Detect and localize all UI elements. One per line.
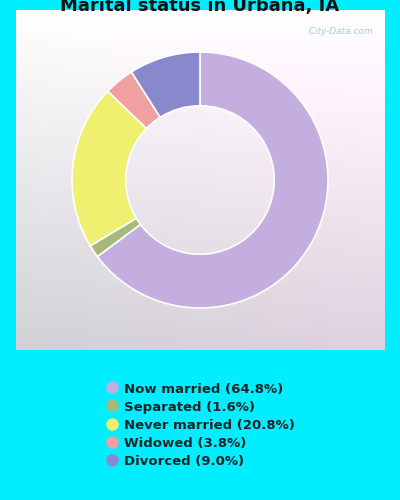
- Wedge shape: [72, 91, 146, 246]
- Wedge shape: [108, 72, 160, 128]
- Text: City-Data.com: City-Data.com: [303, 27, 373, 36]
- Wedge shape: [90, 218, 140, 256]
- Wedge shape: [132, 52, 200, 118]
- Legend: Now married (64.8%), Separated (1.6%), Never married (20.8%), Widowed (3.8%), Di: Now married (64.8%), Separated (1.6%), N…: [100, 377, 300, 473]
- Wedge shape: [97, 52, 328, 308]
- Text: Marital status in Urbana, IA: Marital status in Urbana, IA: [60, 0, 340, 14]
